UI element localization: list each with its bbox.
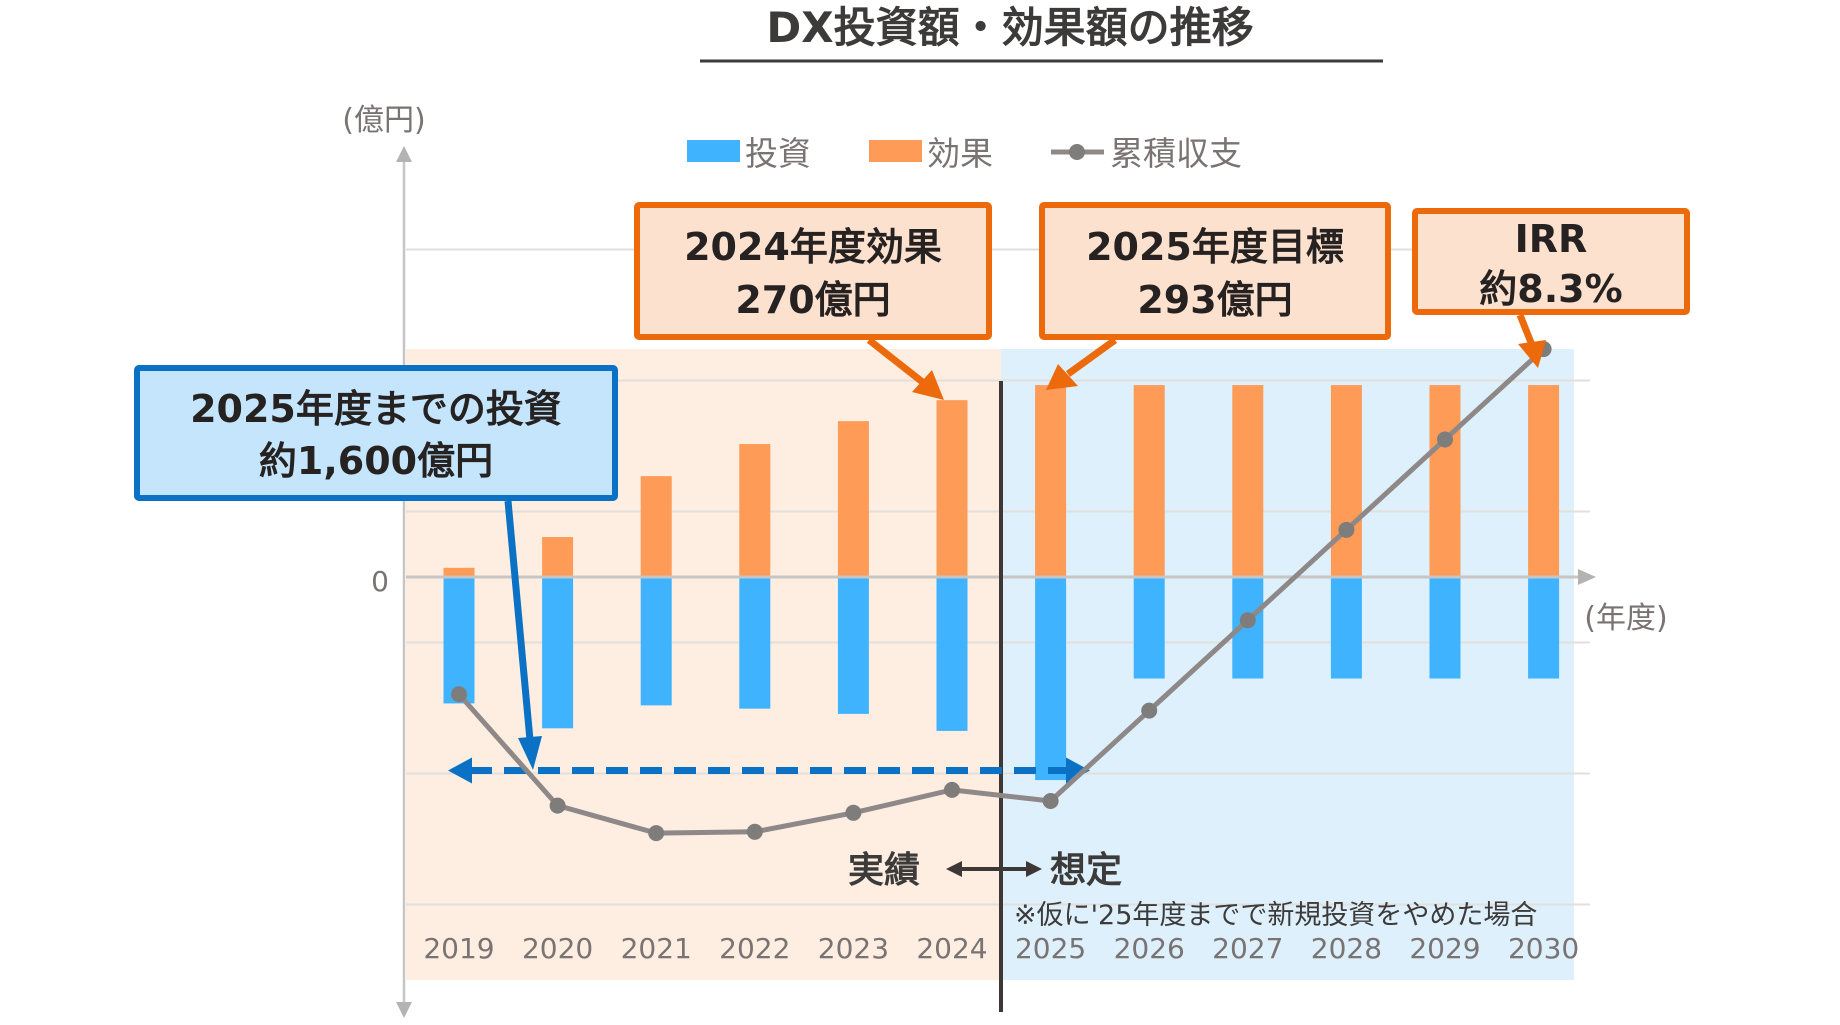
x-tick-2028: 2028 <box>1311 932 1382 965</box>
arrow-left-icon <box>946 861 962 877</box>
bar-invest-2021 <box>640 578 672 706</box>
bar-invest-2022 <box>739 578 771 709</box>
arrow-down-icon <box>518 736 542 770</box>
irr-callout-pointer <box>1516 313 1536 347</box>
y-axis-down-arrow-icon <box>396 1002 412 1018</box>
bar-effect-2026 <box>1133 385 1165 576</box>
x-tick-2029: 2029 <box>1409 932 1480 965</box>
target-2025-callout-pointer <box>1065 337 1118 377</box>
y-axis-label: (億円) <box>342 103 425 138</box>
bar-effect-2025 <box>1035 385 1067 576</box>
forecast-region-background <box>1001 349 1574 980</box>
bar-invest-2026 <box>1133 578 1165 679</box>
cumulative-point-2025 <box>1042 793 1059 810</box>
investment-span-arrow <box>448 757 1090 784</box>
bar-effect-2023 <box>837 421 869 576</box>
cumulative-point-2020 <box>549 797 566 814</box>
target-2025-callout: 2025年度目標 293億円 <box>1039 202 1391 390</box>
arrow-right-icon <box>1066 757 1090 784</box>
footnote: ※仮に'25年度までで新規投資をやめた場合 <box>1014 900 1537 931</box>
effect-2024-callout-line2: 270億円 <box>735 278 890 322</box>
investment-callout-box <box>134 365 618 501</box>
arrow-down-left-icon <box>1046 364 1078 390</box>
y-tick-zero: 0 <box>371 565 389 598</box>
x-tick-2021: 2021 <box>621 932 692 965</box>
cumulative-point-2027 <box>1239 612 1256 629</box>
cumulative-point-2022 <box>746 823 763 840</box>
legend-label-invest: 投資 <box>745 134 811 173</box>
bar-invest-2030 <box>1528 578 1560 679</box>
x-tick-2022: 2022 <box>719 932 790 965</box>
chart-title: DX投資額・効果額の推移 <box>766 3 1253 52</box>
legend-label-cumulative: 累積収支 <box>1110 134 1242 173</box>
bar-effect-2027 <box>1232 385 1264 576</box>
bars <box>443 385 1560 781</box>
bar-effect-2029 <box>1429 385 1461 576</box>
bar-invest-2024 <box>936 578 968 731</box>
arrow-right-icon <box>1026 861 1042 877</box>
investment-callout: 2025年度までの投資 約1,600億円 <box>134 365 618 770</box>
irr-callout: IRR 約8.3% <box>1412 208 1690 368</box>
effect-2024-callout-line1: 2024年度効果 <box>684 225 942 269</box>
effect-2024-callout-pointer <box>866 337 928 387</box>
legend-marker-cumulative <box>1069 144 1085 160</box>
effect-2024-callout-box <box>634 202 992 340</box>
bar-invest-2028 <box>1330 578 1362 679</box>
y-axis-up-arrow-icon <box>396 146 412 162</box>
x-axis-label: (年度) <box>1584 601 1667 636</box>
x-tick-2026: 2026 <box>1114 932 1185 965</box>
legend-swatch-effect <box>869 140 922 162</box>
cumulative-point-2019 <box>451 686 467 703</box>
irr-callout-box <box>1412 208 1690 315</box>
forecast-label: 想定 <box>1050 850 1122 891</box>
cumulative-point-2024 <box>944 781 960 798</box>
x-tick-2025: 2025 <box>1015 932 1086 965</box>
bar-effect-2019 <box>443 567 475 576</box>
cumulative-point-2029 <box>1437 431 1453 448</box>
investment-callout-line1: 2025年度までの投資 <box>190 387 562 431</box>
x-tick-2023: 2023 <box>818 932 889 965</box>
irr-callout-line1: IRR <box>1515 217 1588 261</box>
target-2025-callout-line2: 293億円 <box>1137 278 1292 322</box>
actual-label: 実績 <box>848 850 920 891</box>
x-tick-labels: 2019 2020 2021 2022 2023 2024 2025 2026 2027 2028… <box>423 932 1579 965</box>
cumulative-point-2028 <box>1338 521 1355 538</box>
x-tick-2019: 2019 <box>423 932 494 965</box>
x-tick-2027: 2027 <box>1212 932 1283 965</box>
arrow-down-right-icon <box>912 370 944 400</box>
x-tick-2030: 2030 <box>1508 932 1579 965</box>
target-2025-callout-box <box>1039 202 1391 340</box>
bar-invest-2029 <box>1429 578 1461 679</box>
bar-invest-2023 <box>837 578 869 714</box>
bar-effect-2022 <box>739 444 771 576</box>
bar-invest-2025 <box>1035 578 1067 781</box>
arrow-down-icon <box>1518 340 1546 368</box>
arrow-left-icon <box>448 757 472 784</box>
bar-effect-2021 <box>640 476 672 576</box>
investment-callout-pointer <box>504 500 534 741</box>
legend-label-effect: 効果 <box>927 134 993 173</box>
legend: 投資 効果 累積収支 <box>687 134 1242 173</box>
x-tick-2020: 2020 <box>522 932 593 965</box>
bar-effect-2024 <box>936 400 968 576</box>
legend-swatch-invest <box>687 140 740 162</box>
bar-invest-2019 <box>443 578 475 704</box>
bar-effect-2020 <box>542 537 574 576</box>
bar-effect-2030 <box>1528 385 1560 576</box>
bar-invest-2020 <box>542 578 574 729</box>
cumulative-point-2026 <box>1141 702 1158 719</box>
bar-effect-2028 <box>1330 385 1362 576</box>
cumulative-point-2021 <box>648 825 665 842</box>
cumulative-line <box>457 347 1546 836</box>
x-axis-arrow-icon <box>1578 569 1596 585</box>
effect-2024-callout: 2024年度効果 270億円 <box>634 202 992 400</box>
target-2025-callout-line1: 2025年度目標 <box>1086 225 1344 269</box>
investment-callout-line2: 約1,600億円 <box>259 439 493 483</box>
x-tick-2024: 2024 <box>916 932 987 965</box>
cumulative-point-2023 <box>845 804 862 821</box>
irr-callout-line2: 約8.3% <box>1479 267 1622 311</box>
